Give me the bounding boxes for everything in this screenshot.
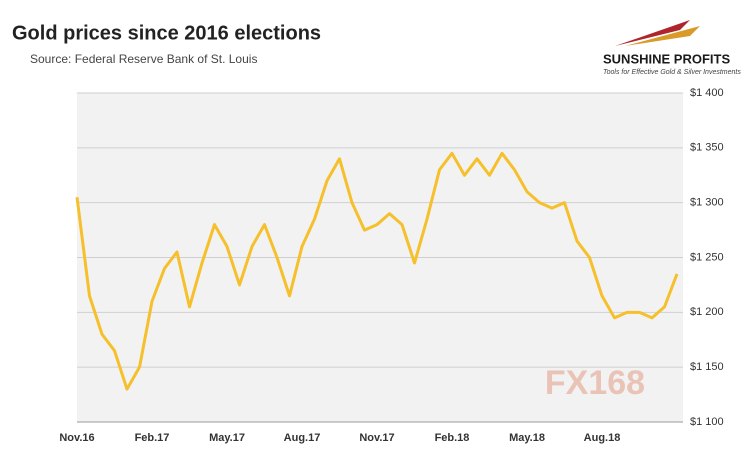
logo-swoosh [615, 20, 690, 46]
chart-subtitle: Source: Federal Reserve Bank of St. Loui… [30, 52, 257, 66]
chart-title: Gold prices since 2016 elections [12, 22, 321, 44]
x-tick-label: Feb.18 [435, 432, 470, 444]
y-tick-label: $1 400 [690, 87, 724, 99]
x-tick-label: May.17 [209, 432, 245, 444]
logo-tagline: Tools for Effective Gold & Silver Invest… [603, 69, 741, 76]
watermark: FX168 [545, 364, 645, 402]
y-tick-label: $1 350 [690, 142, 724, 154]
x-tick-label: Nov.17 [359, 432, 394, 444]
y-tick-label: $1 200 [690, 306, 724, 318]
x-tick-label: Feb.17 [135, 432, 170, 444]
x-tick-label: Nov.16 [59, 432, 94, 444]
logo-name: SUNSHINE PROFITS [603, 51, 730, 66]
y-tick-label: $1 100 [690, 416, 724, 428]
x-tick-label: May.18 [509, 432, 545, 444]
y-tick-label: $1 250 [690, 251, 724, 263]
logo: SUNSHINE PROFITS Tools for Effective Gol… [603, 20, 741, 76]
x-tick-label: Aug.17 [284, 432, 321, 444]
y-tick-label: $1 150 [690, 361, 724, 373]
line-series [75, 151, 679, 391]
y-tick-label: $1 300 [690, 197, 724, 209]
x-tick-label: Aug.18 [584, 432, 621, 444]
logo-swoosh [625, 26, 700, 46]
